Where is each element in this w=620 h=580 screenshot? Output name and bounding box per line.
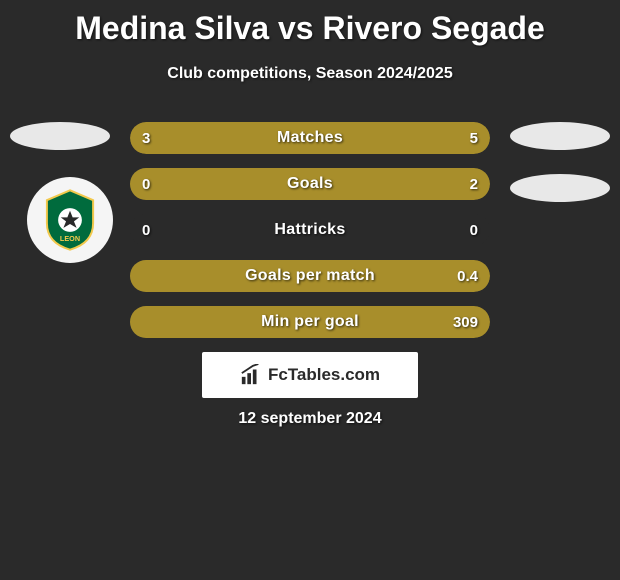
stat-value-right: 0.4 xyxy=(457,260,478,292)
club-leon-icon: LEON xyxy=(37,187,103,253)
stat-label: Goals xyxy=(130,168,490,200)
stat-label: Min per goal xyxy=(130,306,490,338)
stat-row: Min per goal309 xyxy=(130,306,490,338)
stat-value-left: 0 xyxy=(142,168,150,200)
stat-label: Matches xyxy=(130,122,490,154)
stat-value-right: 2 xyxy=(470,168,478,200)
brand-footer: FcTables.com xyxy=(202,352,418,398)
brand-text: FcTables.com xyxy=(268,365,380,385)
right-club-placeholder xyxy=(510,174,610,202)
page-title: Medina Silva vs Rivero Segade xyxy=(0,0,620,47)
bar-chart-icon xyxy=(240,364,262,386)
comparison-infographic: Medina Silva vs Rivero Segade Club compe… xyxy=(0,0,620,580)
stat-value-left: 0 xyxy=(142,214,150,246)
stat-value-right: 5 xyxy=(470,122,478,154)
right-player-placeholder xyxy=(510,122,610,150)
stat-value-right: 309 xyxy=(453,306,478,338)
stat-label: Goals per match xyxy=(130,260,490,292)
svg-text:LEON: LEON xyxy=(60,234,80,243)
stat-row: Matches3 5 xyxy=(130,122,490,154)
stat-row: Hattricks0 0 xyxy=(130,214,490,246)
left-player-placeholder xyxy=(10,122,110,150)
subtitle: Club competitions, Season 2024/2025 xyxy=(0,65,620,83)
comparison-bars: Matches35Goals02Hattricks00Goals per mat… xyxy=(130,122,490,352)
stat-value-left: 3 xyxy=(142,122,150,154)
stat-row: Goals0 2 xyxy=(130,168,490,200)
stat-label: Hattricks xyxy=(130,214,490,246)
stat-row: Goals per match0.4 xyxy=(130,260,490,292)
stat-value-right: 0 xyxy=(470,214,478,246)
left-club-badge: LEON xyxy=(27,177,113,263)
snapshot-date: 12 september 2024 xyxy=(0,410,620,428)
